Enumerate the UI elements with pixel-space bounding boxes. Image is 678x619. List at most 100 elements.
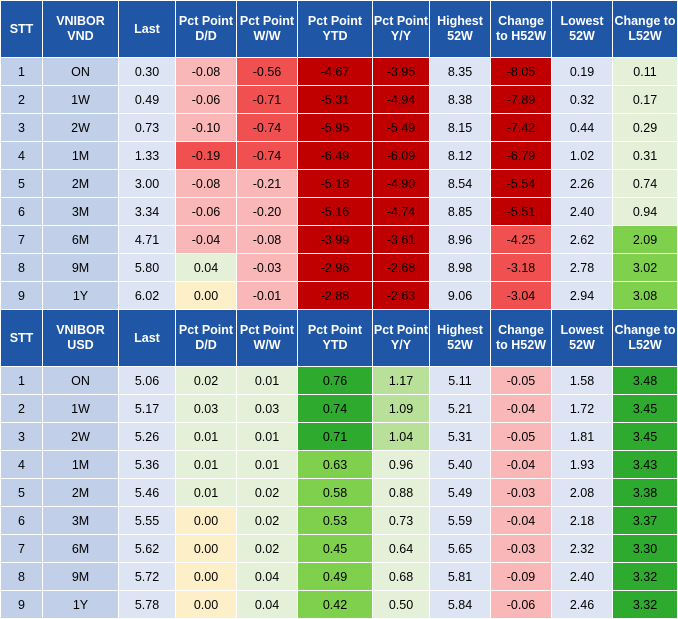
cell-pct-yy: -5.49 xyxy=(372,113,430,142)
cell-tenor: 2M xyxy=(42,169,119,198)
cell-pct-ytd: 0.74 xyxy=(297,394,373,423)
cell-stt: 9 xyxy=(0,281,43,310)
column-header-pct-yy: Pct Point Y/Y xyxy=(372,309,430,367)
cell-change-h52w: -0.05 xyxy=(490,366,552,395)
cell-highest-52w: 8.15 xyxy=(429,113,491,142)
cell-highest-52w: 5.65 xyxy=(429,534,491,563)
cell-stt: 3 xyxy=(0,113,43,142)
cell-change-l52w: 3.43 xyxy=(612,450,678,479)
column-header-change-l52w: Change to L52W xyxy=(612,309,678,367)
cell-change-l52w: 3.45 xyxy=(612,422,678,451)
cell-stt: 1 xyxy=(0,366,43,395)
table-row: 1 ON 5.06 0.02 0.01 0.76 1.17 5.11 -0.05 1.58 3.48 xyxy=(0,366,678,395)
cell-pct-ytd: 0.63 xyxy=(297,450,373,479)
column-header-pct-ytd: Pct Point YTD xyxy=(297,309,373,367)
cell-pct-ytd: 0.42 xyxy=(297,590,373,619)
column-header-stt: STT xyxy=(0,309,43,367)
cell-lowest-52w: 1.02 xyxy=(551,141,613,170)
header-row: STT VNIBOR USD Last Pct Point D/D Pct Point … xyxy=(0,309,678,367)
column-header-lowest-52w: Lowest 52W xyxy=(551,0,613,58)
cell-pct-dd: 0.04 xyxy=(175,253,237,282)
cell-last: 0.30 xyxy=(118,57,176,86)
cell-pct-yy: 0.68 xyxy=(372,562,430,591)
cell-change-h52w: -0.03 xyxy=(490,534,552,563)
cell-tenor: 1M xyxy=(42,141,119,170)
cell-tenor: 1W xyxy=(42,85,119,114)
cell-change-l52w: 2.09 xyxy=(612,225,678,254)
column-header-change-h52w: Change to H52W xyxy=(490,309,552,367)
cell-stt: 9 xyxy=(0,590,43,619)
cell-change-l52w: 3.45 xyxy=(612,394,678,423)
cell-last: 5.06 xyxy=(118,366,176,395)
cell-change-h52w: -7.89 xyxy=(490,85,552,114)
cell-pct-yy: 1.04 xyxy=(372,422,430,451)
cell-pct-ww: -0.08 xyxy=(236,225,298,254)
cell-last: 5.72 xyxy=(118,562,176,591)
cell-lowest-52w: 1.72 xyxy=(551,394,613,423)
cell-pct-yy: 0.73 xyxy=(372,506,430,535)
cell-lowest-52w: 2.40 xyxy=(551,562,613,591)
header-row: STT VNIBOR VND Last Pct Point D/D Pct Point … xyxy=(0,0,678,58)
column-header-tenor: VNIBOR VND xyxy=(42,0,119,58)
cell-pct-yy: 0.64 xyxy=(372,534,430,563)
cell-pct-yy: -3.61 xyxy=(372,225,430,254)
cell-pct-ww: 0.01 xyxy=(236,450,298,479)
column-header-highest-52w: Highest 52W xyxy=(429,0,491,58)
cell-last: 5.80 xyxy=(118,253,176,282)
cell-stt: 2 xyxy=(0,394,43,423)
cell-pct-ytd: 0.53 xyxy=(297,506,373,535)
cell-pct-ytd: -5.95 xyxy=(297,113,373,142)
cell-pct-ytd: -2.88 xyxy=(297,281,373,310)
cell-change-l52w: 0.31 xyxy=(612,141,678,170)
cell-tenor: 2W xyxy=(42,113,119,142)
cell-change-l52w: 3.02 xyxy=(612,253,678,282)
cell-tenor: 2M xyxy=(42,478,119,507)
cell-lowest-52w: 2.40 xyxy=(551,197,613,226)
column-header-pct-dd: Pct Point D/D xyxy=(175,0,237,58)
cell-last: 1.33 xyxy=(118,141,176,170)
cell-change-l52w: 0.29 xyxy=(612,113,678,142)
cell-pct-ytd: -2.96 xyxy=(297,253,373,282)
cell-pct-ytd: -4.67 xyxy=(297,57,373,86)
cell-pct-yy: 1.09 xyxy=(372,394,430,423)
table-row: 7 6M 4.71 -0.04 -0.08 -3.99 -3.61 8.96 -4.25 2.62… xyxy=(0,225,678,254)
cell-pct-ytd: -5.18 xyxy=(297,169,373,198)
cell-lowest-52w: 2.78 xyxy=(551,253,613,282)
cell-change-h52w: -8.05 xyxy=(490,57,552,86)
cell-tenor: 1W xyxy=(42,394,119,423)
cell-last: 6.02 xyxy=(118,281,176,310)
cell-lowest-52w: 1.93 xyxy=(551,450,613,479)
cell-pct-ytd: -5.16 xyxy=(297,197,373,226)
cell-lowest-52w: 0.32 xyxy=(551,85,613,114)
cell-lowest-52w: 2.62 xyxy=(551,225,613,254)
cell-last: 5.78 xyxy=(118,590,176,619)
cell-highest-52w: 5.49 xyxy=(429,478,491,507)
cell-stt: 3 xyxy=(0,422,43,451)
cell-stt: 5 xyxy=(0,169,43,198)
cell-stt: 8 xyxy=(0,562,43,591)
cell-tenor: 3M xyxy=(42,506,119,535)
cell-pct-dd: 0.03 xyxy=(175,394,237,423)
cell-pct-ytd: 0.71 xyxy=(297,422,373,451)
cell-change-h52w: -0.03 xyxy=(490,478,552,507)
cell-last: 0.49 xyxy=(118,85,176,114)
cell-pct-dd: -0.19 xyxy=(175,141,237,170)
cell-change-h52w: -0.04 xyxy=(490,506,552,535)
cell-last: 5.55 xyxy=(118,506,176,535)
table-row: 7 6M 5.62 0.00 0.02 0.45 0.64 5.65 -0.03 2.32 3.30 xyxy=(0,534,678,563)
cell-tenor: 9M xyxy=(42,253,119,282)
cell-highest-52w: 5.21 xyxy=(429,394,491,423)
cell-change-h52w: -3.04 xyxy=(490,281,552,310)
cell-pct-ytd: -5.31 xyxy=(297,85,373,114)
table-row: 6 3M 5.55 0.00 0.02 0.53 0.73 5.59 -0.04 2.18 3.37 xyxy=(0,506,678,535)
cell-lowest-52w: 2.46 xyxy=(551,590,613,619)
table-row: 3 2W 0.73 -0.10 -0.74 -5.95 -5.49 8.15 -7.42 0.44… xyxy=(0,113,678,142)
cell-highest-52w: 5.40 xyxy=(429,450,491,479)
cell-stt: 4 xyxy=(0,450,43,479)
cell-change-l52w: 3.38 xyxy=(612,478,678,507)
column-header-pct-yy: Pct Point Y/Y xyxy=(372,0,430,58)
cell-pct-dd: -0.06 xyxy=(175,197,237,226)
cell-pct-yy: -2.63 xyxy=(372,281,430,310)
cell-pct-ww: 0.02 xyxy=(236,534,298,563)
